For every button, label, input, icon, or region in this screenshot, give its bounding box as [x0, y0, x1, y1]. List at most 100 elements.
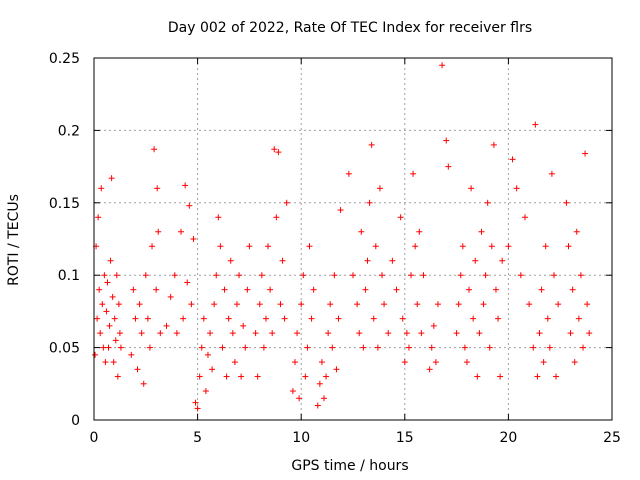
data-point — [211, 301, 218, 308]
data-point — [157, 330, 164, 337]
data-point — [155, 228, 162, 235]
data-point — [236, 272, 243, 279]
data-point — [233, 301, 240, 308]
data-point — [548, 170, 555, 177]
data-point — [505, 243, 512, 250]
data-point — [296, 395, 303, 402]
data-point — [254, 373, 261, 380]
data-point — [314, 402, 321, 409]
data-point — [439, 62, 446, 69]
data-point — [240, 322, 247, 329]
data-point — [544, 315, 551, 322]
data-point — [200, 315, 207, 322]
data-point — [154, 185, 161, 192]
data-point — [565, 243, 572, 250]
data-point — [105, 344, 112, 351]
data-point — [144, 315, 151, 322]
data-point — [136, 301, 143, 308]
data-point — [116, 330, 123, 337]
data-point — [244, 286, 251, 293]
data-point — [207, 330, 214, 337]
data-point — [534, 373, 541, 380]
data-point — [385, 330, 392, 337]
data-point — [405, 344, 412, 351]
data-point — [327, 301, 334, 308]
data-point — [149, 243, 156, 250]
data-point — [509, 156, 516, 163]
data-point — [289, 388, 296, 395]
data-point — [530, 344, 537, 351]
data-point — [260, 344, 267, 351]
data-point — [445, 163, 452, 170]
data-point — [586, 330, 593, 337]
data-point — [546, 344, 553, 351]
data-point — [209, 366, 216, 373]
data-point — [376, 185, 383, 192]
data-point — [472, 257, 479, 264]
data-point — [399, 315, 406, 322]
data-point — [275, 149, 282, 156]
data-point — [550, 272, 557, 279]
data-point — [453, 330, 460, 337]
data-point — [474, 373, 481, 380]
data-point — [360, 344, 367, 351]
data-point — [190, 236, 197, 242]
data-point — [252, 330, 259, 337]
data-point — [173, 330, 180, 337]
data-point — [323, 373, 330, 380]
data-point — [217, 243, 224, 250]
data-point — [538, 286, 545, 293]
data-point — [194, 405, 201, 412]
data-point — [132, 315, 139, 322]
data-point — [555, 301, 562, 308]
data-point — [265, 243, 272, 250]
data-point — [269, 330, 276, 337]
data-point — [582, 150, 589, 157]
data-point — [95, 214, 102, 221]
data-point — [273, 214, 280, 221]
data-point — [110, 359, 117, 366]
x-tick-label: 20 — [499, 430, 517, 446]
x-axis-ticks: 0 5 10 15 20 25 — [90, 58, 621, 446]
data-point — [513, 185, 520, 192]
data-point — [536, 330, 543, 337]
data-point — [103, 308, 110, 315]
data-point — [567, 330, 574, 337]
data-point — [258, 272, 265, 279]
data-point — [146, 344, 153, 351]
data-point — [393, 286, 400, 293]
data-point — [128, 351, 135, 358]
x-tick-label: 0 — [90, 430, 99, 446]
y-tick-label: 0.2 — [58, 123, 80, 139]
data-point — [316, 380, 323, 387]
data-point — [335, 315, 342, 322]
data-point — [455, 301, 462, 308]
data-point — [100, 344, 107, 351]
data-point — [540, 359, 547, 366]
data-point — [563, 199, 570, 206]
data-point — [308, 315, 315, 322]
data-point — [381, 301, 388, 308]
data-point — [579, 344, 586, 351]
y-axis-label: ROTI / TECUs — [6, 194, 22, 286]
data-point — [99, 301, 106, 308]
data-point — [256, 301, 263, 308]
data-point — [184, 279, 191, 286]
data-point — [401, 359, 408, 366]
grid-lines — [94, 58, 612, 420]
data-point — [204, 351, 211, 358]
x-tick-label: 15 — [396, 430, 414, 446]
data-point — [569, 286, 576, 293]
data-point — [221, 286, 228, 293]
data-point — [362, 286, 369, 293]
data-point — [283, 199, 290, 206]
data-point — [478, 228, 485, 235]
y-tick-label: 0 — [71, 413, 80, 429]
data-point — [584, 301, 591, 308]
data-point — [213, 272, 220, 279]
data-point — [271, 146, 278, 153]
data-point — [227, 257, 234, 264]
data-point — [379, 272, 386, 279]
data-point — [410, 170, 417, 177]
data-point — [414, 301, 421, 308]
